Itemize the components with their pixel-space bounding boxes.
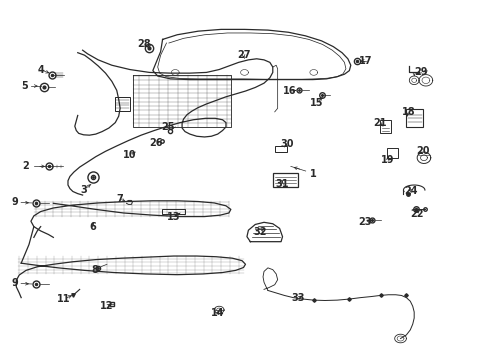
Text: 26: 26 (149, 138, 162, 148)
Text: 16: 16 (282, 86, 296, 96)
Text: 27: 27 (236, 50, 250, 60)
Text: 25: 25 (162, 122, 175, 132)
Text: 21: 21 (372, 118, 386, 128)
Text: 14: 14 (210, 309, 224, 318)
Text: 3: 3 (80, 185, 87, 195)
Bar (115, 97, 130, 111)
Text: 7: 7 (116, 194, 123, 204)
Text: 2: 2 (22, 161, 29, 171)
Text: 29: 29 (413, 67, 427, 77)
Text: 13: 13 (167, 212, 180, 221)
Bar (272, 173, 298, 187)
Text: 33: 33 (291, 293, 304, 303)
Text: 20: 20 (415, 146, 429, 156)
Text: 18: 18 (401, 107, 414, 117)
Text: 23: 23 (358, 217, 371, 227)
Text: 28: 28 (137, 40, 151, 49)
Text: 30: 30 (280, 139, 294, 149)
Text: 9: 9 (12, 278, 19, 288)
Text: 6: 6 (89, 222, 96, 232)
Text: 19: 19 (380, 155, 393, 165)
Text: 17: 17 (358, 56, 371, 66)
Text: 1: 1 (310, 168, 316, 179)
Text: 32: 32 (253, 227, 266, 237)
Text: 8: 8 (91, 265, 98, 275)
Text: 22: 22 (409, 209, 423, 219)
Text: 15: 15 (309, 98, 323, 108)
Text: 4: 4 (37, 64, 44, 75)
Text: 31: 31 (275, 179, 288, 189)
Bar (386, 148, 397, 158)
Bar (406, 109, 423, 127)
Text: 10: 10 (122, 150, 136, 160)
Text: 5: 5 (21, 81, 28, 91)
Text: 11: 11 (57, 294, 71, 304)
Bar (274, 145, 287, 152)
Bar (161, 209, 184, 214)
Text: 24: 24 (404, 186, 417, 196)
Text: 9: 9 (12, 197, 19, 207)
Text: 12: 12 (100, 301, 114, 311)
